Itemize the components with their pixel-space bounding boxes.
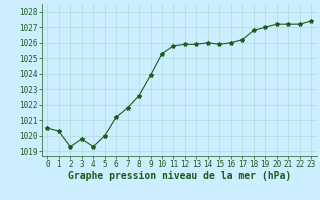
X-axis label: Graphe pression niveau de la mer (hPa): Graphe pression niveau de la mer (hPa) <box>68 171 291 181</box>
